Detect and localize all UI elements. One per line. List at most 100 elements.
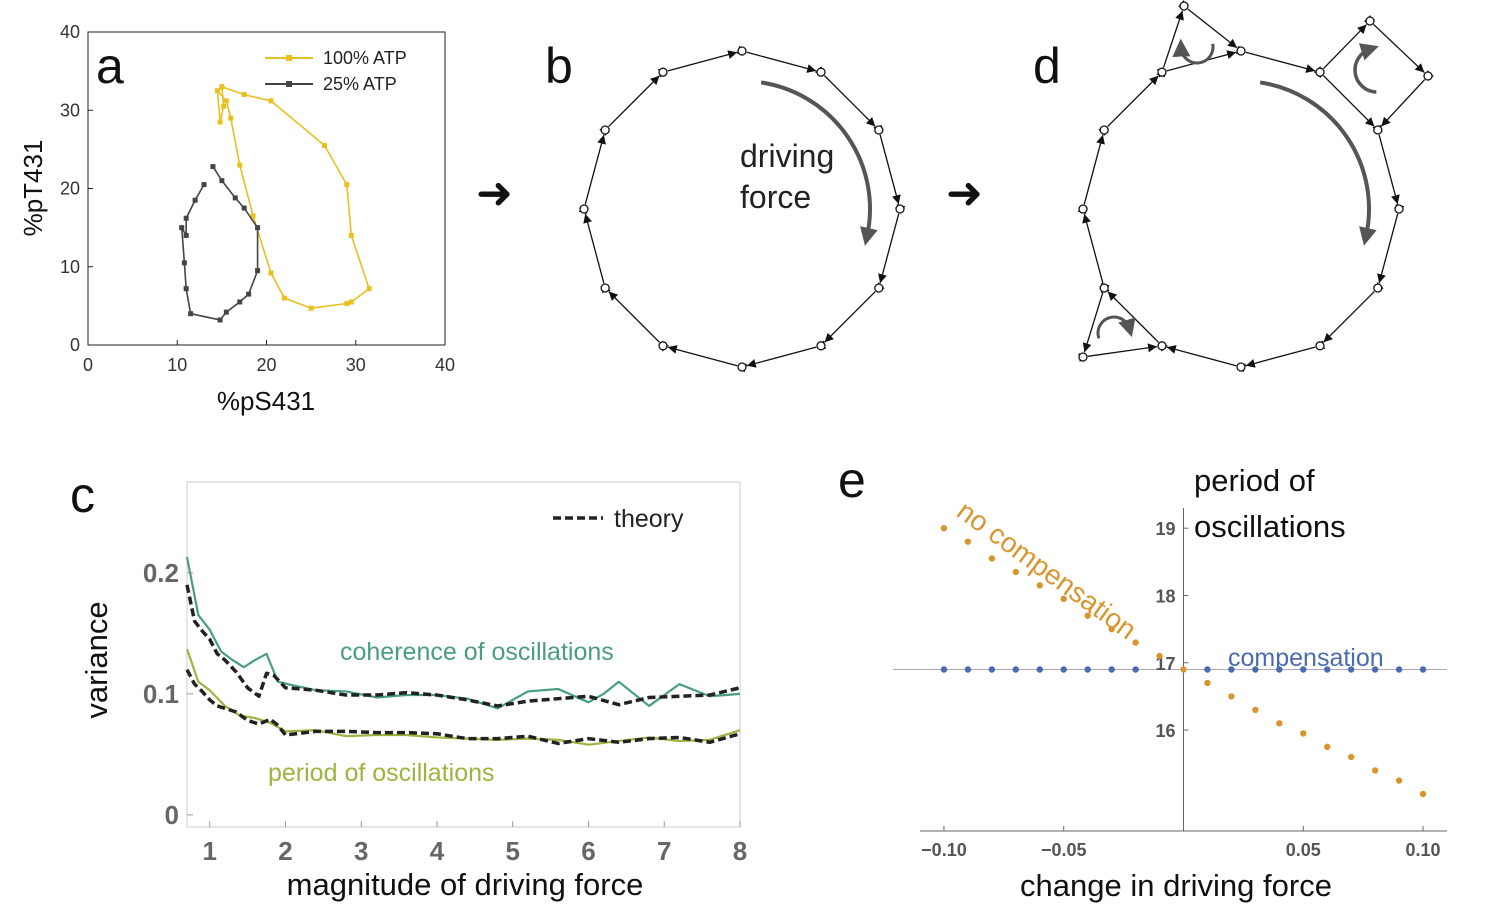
a-point-100-atp xyxy=(308,305,314,311)
e-point-no-compensation xyxy=(1395,777,1403,784)
state-node xyxy=(1099,125,1109,135)
legend-label-theory: theory xyxy=(614,505,684,533)
state-node xyxy=(1078,204,1088,214)
a-xtick-label: 40 xyxy=(435,355,455,375)
e-point-no-compensation xyxy=(1371,767,1379,774)
a-point-25-atp xyxy=(237,299,243,305)
a-ytick-label: 10 xyxy=(60,257,80,277)
ring-transition xyxy=(1372,124,1400,205)
e-point-compensation xyxy=(1060,666,1067,673)
e-point-compensation xyxy=(1347,666,1355,673)
ring-transition xyxy=(1323,281,1384,343)
a-series-100-atp xyxy=(216,86,371,310)
c-ytick-label: 0.2 xyxy=(143,558,179,588)
e-point-compensation xyxy=(1204,666,1211,673)
e-ytick-label: 18 xyxy=(1155,586,1175,606)
e-ytick-label: 19 xyxy=(1155,519,1175,539)
panel-a-xlabel: %pS431 xyxy=(217,386,315,416)
state-node xyxy=(1423,71,1433,81)
a-point-25-atp xyxy=(217,317,223,323)
ring-transition xyxy=(578,134,606,215)
e-point-no-compensation xyxy=(988,555,996,562)
a-point-100-atp xyxy=(344,182,350,188)
e-point-compensation xyxy=(1395,666,1403,673)
a-point-25-atp xyxy=(223,309,229,315)
e-point-compensation xyxy=(1324,666,1331,673)
arrow-b-to-d: ➜ xyxy=(946,168,983,219)
a-point-100-atp xyxy=(250,213,256,219)
a-point-100-atp xyxy=(228,115,234,121)
c-series-coherence-of-oscillations-0 xyxy=(185,556,741,710)
panel-c-axes: 1 2 3 4 5 6 7 8 0 0.1 0.2 xyxy=(143,558,747,866)
panel-c-ylabel: variance xyxy=(79,601,114,718)
panel-e-ylabel-line1: period of xyxy=(1194,463,1315,498)
ring-transition xyxy=(746,340,827,368)
state-node xyxy=(658,67,668,77)
e-point-no-compensation xyxy=(1347,753,1355,761)
c-xtick-label: 1 xyxy=(202,836,216,866)
legend-label-100-atp: 100% ATP xyxy=(323,48,407,68)
a-point-100-atp xyxy=(344,301,350,307)
e-xtick-label: −0.10 xyxy=(921,840,967,860)
state-node xyxy=(737,46,747,56)
a-xtick-label: 10 xyxy=(167,355,187,375)
a-point-100-atp xyxy=(219,84,225,90)
panel-c-series xyxy=(185,556,741,746)
e-point-no-compensation xyxy=(1276,720,1283,727)
c-ytick-label: 0 xyxy=(165,800,179,830)
e-point-compensation xyxy=(1132,666,1139,673)
e-point-compensation xyxy=(1084,666,1091,673)
panel-d-network xyxy=(1077,0,1435,373)
e-point-no-compensation xyxy=(940,524,948,532)
a-xtick-label: 0 xyxy=(83,355,93,375)
panel-a-series xyxy=(179,84,372,323)
e-point-compensation xyxy=(1252,666,1259,673)
a-point-25-atp xyxy=(181,260,187,266)
series-label-coherence: coherence of oscillations xyxy=(340,638,614,666)
side-transition xyxy=(1156,10,1184,78)
a-point-25-atp xyxy=(179,225,185,231)
panel-label-b: b xyxy=(545,38,573,94)
series-label-compensation: compensation xyxy=(1228,644,1384,672)
e-point-no-compensation xyxy=(1228,693,1235,700)
ring-transition xyxy=(873,124,901,205)
state-node xyxy=(1315,341,1325,351)
side-transition xyxy=(1380,70,1435,127)
state-node xyxy=(1236,362,1246,372)
ring-transition xyxy=(583,213,611,294)
panel-a-ylabel: %pT431 xyxy=(18,140,48,237)
ring-transition xyxy=(657,50,738,78)
state-node xyxy=(737,362,747,372)
e-point-compensation xyxy=(988,666,996,673)
a-point-100-atp xyxy=(348,232,354,238)
a-ytick-label: 40 xyxy=(60,22,80,42)
e-point-compensation xyxy=(1108,666,1115,673)
a-point-25-atp xyxy=(255,225,261,231)
e-point-no-compensation xyxy=(964,538,972,545)
panel-e-ylabel-line2: oscillations xyxy=(1194,509,1346,544)
e-point-no-compensation xyxy=(1060,595,1067,603)
ring-transition xyxy=(1166,345,1247,373)
state-node xyxy=(1365,16,1375,26)
e-xtick-label: 0.10 xyxy=(1406,840,1441,860)
side-transition xyxy=(1178,0,1238,49)
panel-b-text-driving: driving xyxy=(740,138,834,174)
e-point-compensation xyxy=(1228,666,1235,673)
e-point-no-compensation xyxy=(1156,652,1163,660)
a-point-100-atp xyxy=(268,270,274,276)
ring-transition xyxy=(1245,340,1326,368)
ring-transition xyxy=(1107,291,1169,352)
a-point-25-atp xyxy=(246,291,252,297)
futile-cycle-arrow-top xyxy=(1172,38,1215,65)
a-point-100-atp xyxy=(223,98,229,104)
side-transition xyxy=(1078,343,1158,363)
ring-transition xyxy=(608,291,670,352)
a-point-100-atp xyxy=(221,103,227,109)
futile-cycle-arrow-right xyxy=(1353,43,1379,94)
state-node xyxy=(1099,283,1109,293)
driving-force-arrow-d xyxy=(1259,80,1377,246)
ring-transition xyxy=(878,203,906,284)
